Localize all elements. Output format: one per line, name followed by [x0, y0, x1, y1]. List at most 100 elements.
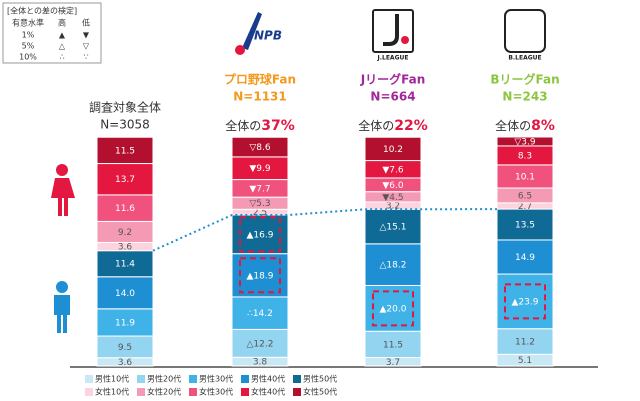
logo-text: J.LEAGUE: [377, 55, 409, 62]
value-label: ▼6.0: [382, 181, 404, 191]
bar-segment: [364, 284, 422, 332]
share-label: 全体の22%: [358, 118, 428, 135]
legend-swatch: [137, 375, 145, 383]
bar-segment: [364, 243, 422, 286]
bar-segment: [364, 330, 422, 359]
highlight-box: [372, 290, 414, 327]
value-label: 9.2: [118, 228, 132, 238]
bar-segment: [496, 273, 554, 330]
group-n: N=1131: [233, 90, 287, 104]
bar-segment: [364, 136, 422, 162]
value-label: 3.8: [253, 358, 268, 368]
value-label: 5.1: [518, 356, 532, 366]
share-value: 8%: [531, 118, 555, 134]
logo-ball: [401, 36, 409, 44]
value-label: 11.5: [383, 340, 403, 350]
group-n: N=243: [502, 90, 547, 104]
value-label: 11.5: [115, 146, 135, 156]
bar-segment: [96, 163, 154, 196]
key-cell: ∵: [83, 53, 88, 62]
group-name: プロ野球Fan: [224, 72, 296, 87]
key-cell: △: [59, 42, 66, 51]
value-label: ∴14.2: [247, 309, 273, 319]
share-label: 全体の8%: [495, 118, 555, 135]
value-label: 3.6: [118, 243, 133, 253]
bar-segment: [96, 136, 154, 165]
key-header: 低: [82, 18, 90, 28]
group-n: N=3058: [100, 118, 150, 132]
value-label: ▲16.9: [247, 230, 274, 240]
value-label: 2.7: [518, 202, 532, 212]
logo-mark: [372, 9, 414, 53]
bar-segment: [231, 136, 289, 158]
share-value: 37%: [261, 118, 295, 134]
value-label: △18.2: [380, 261, 407, 271]
value-label: 3.7: [386, 358, 400, 368]
legend-label: 女性20代: [147, 387, 181, 397]
legend-swatch: [241, 375, 249, 383]
male-icon: [54, 281, 70, 333]
logo-text: B.LEAGUE: [508, 55, 541, 62]
group-name: BリーグFan: [490, 72, 559, 87]
value-label: ▲23.9: [512, 297, 539, 307]
key-cell: 1%: [22, 31, 35, 40]
bar-segment: [364, 208, 422, 245]
share-value: 22%: [394, 118, 428, 134]
legend-swatch: [293, 375, 301, 383]
share-label: 全体の37%: [225, 118, 295, 135]
legend-label: 女性10代: [95, 387, 129, 397]
value-label: 2.5: [253, 208, 267, 218]
legend-label: 女性50代: [303, 387, 337, 397]
legend-swatch: [85, 375, 93, 383]
bar-segment: [496, 328, 554, 355]
highlight-box: [504, 283, 546, 320]
bar-segment: [496, 136, 554, 147]
logo-j: [383, 14, 399, 46]
logo-bat: [242, 12, 262, 50]
bar-segment: [96, 250, 154, 278]
value-label: 6.5: [518, 191, 532, 201]
share-prefix: 全体の: [225, 118, 261, 133]
value-label: 11.9: [115, 318, 135, 328]
key-cell: 10%: [19, 53, 37, 62]
value-label: ▼7.7: [249, 184, 270, 194]
legend-label: 女性30代: [199, 387, 233, 397]
value-label: 13.7: [115, 175, 135, 185]
value-label: 10.1: [515, 172, 535, 182]
value-label: △15.1: [380, 223, 407, 233]
value-label: 14.9: [515, 253, 535, 263]
legend-swatch: [189, 388, 197, 396]
share-prefix: 全体の: [495, 118, 531, 133]
legend-label: 男性40代: [251, 374, 285, 384]
value-label: ▽5.3: [249, 199, 270, 209]
value-label: ▽8.6: [249, 143, 271, 153]
logo-mark: [504, 9, 546, 53]
legend-label: 男性20代: [147, 374, 181, 384]
value-label: ▼4.5: [382, 193, 403, 203]
legend-swatch: [241, 388, 249, 396]
legend-label: 男性10代: [95, 374, 129, 384]
group-name: 調査対象全体: [89, 100, 161, 115]
key-header: 有意水準: [12, 18, 44, 28]
group-n: N=664: [370, 90, 415, 104]
key-cell: ▼: [83, 31, 90, 40]
value-label: 11.6: [115, 204, 135, 214]
legend-label: 男性30代: [199, 374, 233, 384]
legend-label: 女性40代: [251, 387, 285, 397]
legend-swatch: [137, 388, 145, 396]
bar-segment: [496, 208, 554, 241]
legend-label: 男性50代: [303, 374, 337, 384]
female-icon: [51, 164, 75, 216]
value-label: 14.0: [115, 289, 135, 299]
bar-segment: [231, 328, 289, 358]
value-label: △12.2: [247, 339, 274, 349]
value-label: 11.2: [515, 338, 535, 348]
value-label: 11.4: [115, 260, 135, 270]
legend-swatch: [293, 388, 301, 396]
highlight-box: [239, 216, 281, 253]
bar-segment: [231, 296, 289, 330]
bar-segment: [231, 214, 289, 255]
legend-swatch: [85, 388, 93, 396]
value-label: 3.2: [386, 202, 400, 212]
